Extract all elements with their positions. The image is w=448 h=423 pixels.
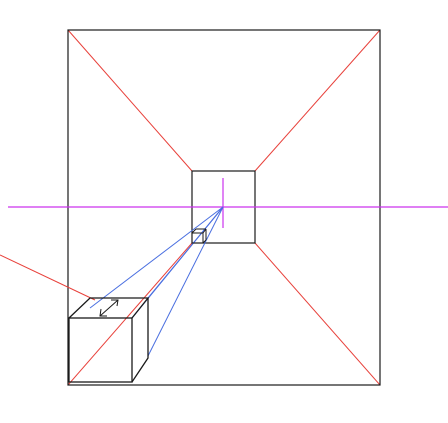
- distant-box: [191, 228, 207, 244]
- box-top-face: [68, 297, 150, 319]
- depth-arrow: [99, 299, 119, 317]
- distant-box-edge-1: [191, 228, 197, 234]
- pointer-line: [0, 254, 96, 301]
- diagonal-top-right: [254, 29, 381, 172]
- box-side-face: [131, 298, 149, 383]
- diagonal-bottom-right: [254, 242, 381, 386]
- diagonal-top-left: [67, 29, 193, 172]
- distant-box-edge-4: [202, 239, 207, 244]
- depth-arrow-head-1: [111, 299, 119, 307]
- box-front-face: [68, 317, 133, 383]
- projection-line-1: [89, 206, 224, 309]
- depth-arrow-head-2: [99, 308, 107, 317]
- projection-line-3: [147, 206, 224, 357]
- depth-arrow-shaft: [99, 299, 119, 317]
- foreground-box: [68, 297, 150, 383]
- room-diagonals: [67, 29, 381, 386]
- distant-box-front: [191, 232, 204, 244]
- diagonal-bottom-left: [67, 242, 193, 386]
